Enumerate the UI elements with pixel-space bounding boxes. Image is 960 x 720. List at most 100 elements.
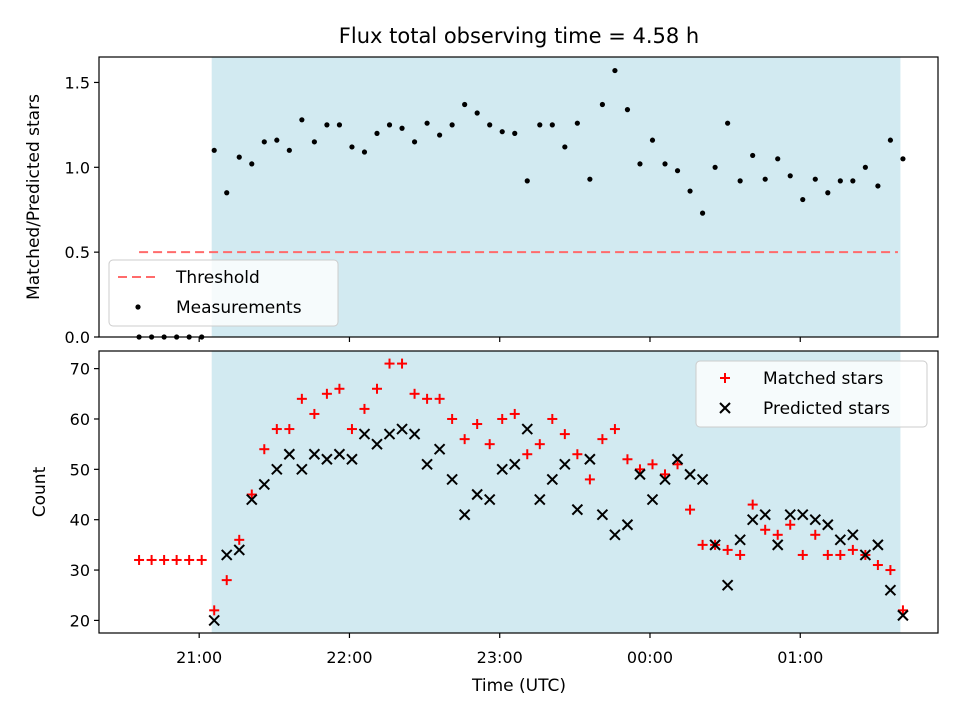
top-axes: 0.0 0.5 1.0 1.5 Matched/Predicted stars Thres…: [24, 56, 939, 347]
matched-star-point: [760, 524, 771, 535]
y-tick-label: 60: [70, 410, 90, 429]
matched-star-point: [334, 383, 345, 394]
predicted-star-point: [659, 473, 671, 486]
matched-star-point: [246, 489, 257, 500]
measurement-point: [349, 144, 355, 150]
predicted-star-point: [847, 529, 859, 541]
x-stroke-b: [872, 539, 884, 551]
predicted-star-point: [534, 493, 546, 506]
predicted-star-point: [208, 614, 220, 627]
matched-star-point: [885, 565, 896, 576]
measurement-point: [487, 122, 493, 128]
predicted-star-point: [271, 463, 283, 476]
x-stroke-b: [671, 453, 684, 465]
matched-star-point: [397, 358, 408, 369]
x-stroke-b: [609, 529, 621, 541]
predicted-star-point: [296, 463, 308, 476]
matched-star-point: [647, 459, 658, 470]
series-predicted-stars: [208, 423, 909, 627]
measurement-point: [562, 144, 568, 150]
predicted-star-point: [246, 493, 258, 506]
measurement-point: [449, 122, 455, 128]
x-stroke-b: [346, 453, 358, 465]
matched-star-point: [810, 529, 821, 540]
x-stroke-b: [509, 458, 521, 471]
y-tick-label: 30: [70, 561, 90, 580]
measurement-point: [224, 190, 230, 196]
matched-star-point: [234, 534, 245, 545]
x-stroke-b: [271, 463, 283, 476]
matched-star-point: [196, 554, 207, 565]
legend-box: [108, 259, 339, 327]
predicted-star-point: [458, 508, 471, 521]
matched-star-point: [697, 539, 708, 550]
predicted-star-point: [321, 453, 333, 465]
predicted-star-point: [559, 458, 571, 471]
x-stroke-b: [521, 423, 533, 435]
measurement-point: [699, 210, 706, 216]
matched-star-point: [572, 449, 583, 460]
measurement-point: [812, 176, 818, 182]
x-stroke-b: [233, 544, 245, 556]
x-stroke-b: [847, 529, 859, 541]
x-stroke-b: [834, 534, 847, 546]
predicted-star-point: [483, 493, 496, 506]
x-axis-label: Time (UTC): [471, 676, 566, 696]
measurement-point: [374, 130, 380, 136]
predicted-star-point: [408, 428, 421, 440]
predicted-star-point: [584, 453, 596, 465]
matched-star-point: [359, 403, 370, 414]
measurement-point: [286, 147, 292, 153]
x-stroke-b: [471, 488, 483, 501]
measurement-point: [386, 122, 393, 128]
measurement-point: [762, 176, 768, 182]
matched-star-point: [346, 424, 357, 435]
matched-star-point: [772, 529, 783, 540]
x-stroke-b: [734, 534, 746, 546]
y-tick-label: 0.5: [65, 243, 90, 262]
x-tick-label: 23:00: [477, 648, 523, 667]
x-stroke-b: [746, 513, 759, 526]
measurement-point: [299, 117, 305, 123]
x-stroke-b: [784, 508, 796, 521]
legend-x-b: [719, 402, 731, 414]
measurement-point: [537, 122, 543, 128]
predicted-star-point: [822, 519, 834, 531]
predicted-star-point: [596, 508, 609, 521]
measurement-point: [437, 132, 443, 138]
predicted-star-point: [521, 423, 533, 435]
measurement-point: [249, 161, 255, 167]
matched-star-point: [522, 449, 533, 460]
x-stroke-b: [483, 493, 496, 506]
matched-star-point: [622, 454, 633, 465]
measurement-point: [361, 149, 368, 155]
predicted-star-point: [233, 544, 245, 556]
x-stroke-b: [897, 609, 909, 622]
measurement-point: [725, 120, 731, 126]
matched-star-point: [547, 413, 558, 424]
x-stroke-b: [809, 513, 821, 526]
measurement-point: [499, 129, 505, 135]
measurement-point: [737, 178, 743, 184]
predicted-star-point: [433, 443, 446, 455]
predicted-star-point: [696, 473, 709, 486]
measurement-point: [750, 152, 756, 159]
measurement-point: [612, 67, 618, 74]
measurement-point: [424, 120, 430, 126]
x-stroke-b: [421, 458, 433, 471]
matched-star-point: [321, 388, 332, 399]
x-stroke-b: [221, 549, 233, 561]
matched-star-point: [209, 605, 220, 616]
predicted-star-point: [721, 579, 734, 591]
measurement-point: [900, 156, 906, 162]
x-stroke-b: [208, 614, 220, 627]
bottom-axes: 20 30 40 50 60 70 21:00 22:00 23:00 00:00 01:00 Cou…: [30, 350, 939, 667]
measurement-point: [236, 154, 242, 160]
matched-star-point: [459, 434, 470, 445]
x-stroke-b: [884, 584, 897, 596]
series-measurements: [136, 67, 906, 340]
measurement-point: [850, 178, 856, 184]
x-stroke-b: [772, 539, 784, 551]
measurement-point: [687, 188, 693, 194]
